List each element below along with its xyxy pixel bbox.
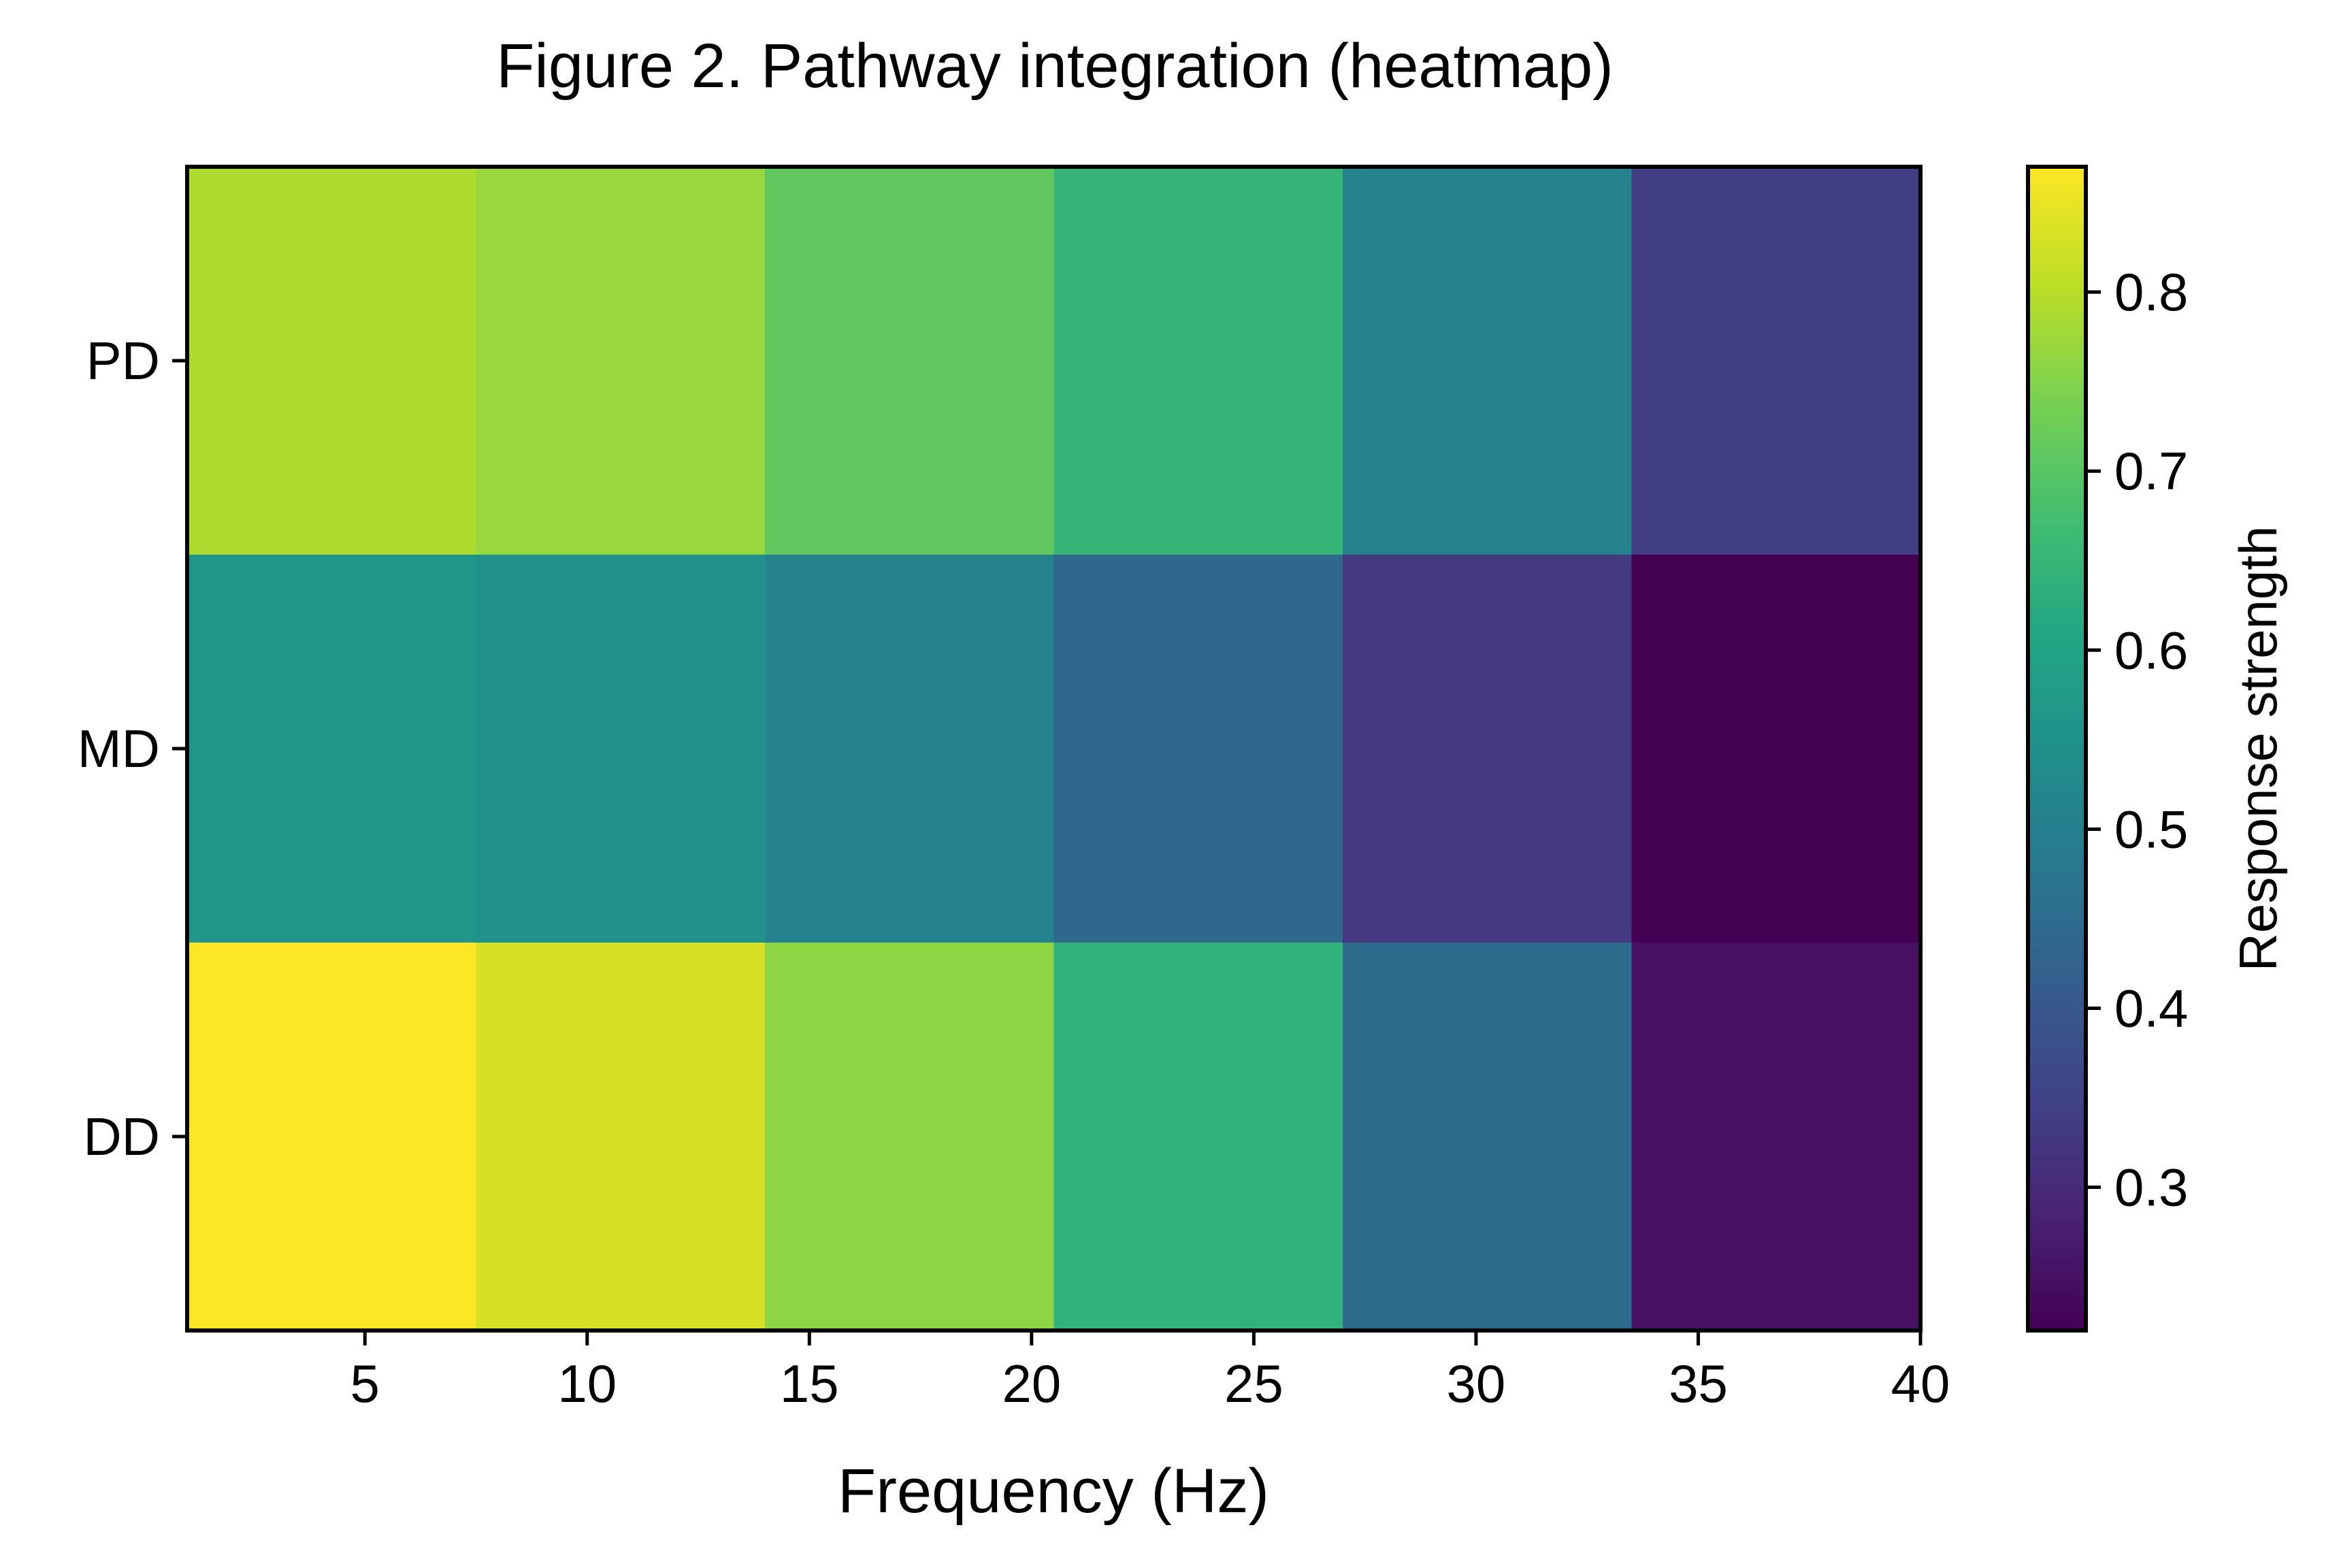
heatmap-cell [1631,943,1921,1331]
plot-frame [185,165,1923,1333]
heatmap-cell [1631,167,1921,555]
y-tick-label: MD [78,719,160,779]
heatmap-cell [1343,555,1633,943]
heatmap-cell [476,943,766,1331]
colorbar-tick-label: 0.8 [2114,262,2188,322]
colorbar-tick-label: 0.7 [2114,441,2188,501]
heatmap-cell [187,943,477,1331]
y-axis: PD MD DD [78,331,187,1166]
x-tick-label: 20 [1002,1354,1061,1414]
colorbar-tick-label: 0.5 [2114,799,2188,859]
heatmap-cell [1053,167,1343,555]
x-axis: 5 10 15 20 25 30 35 40 [350,1330,1950,1414]
x-tick-label: 15 [780,1354,839,1414]
heatmap-cell [1343,943,1633,1331]
colorbar-label: Response strength [2228,526,2288,972]
x-tick-label: 5 [350,1354,380,1414]
x-tick-label: 25 [1224,1354,1283,1414]
heatmap-cell [765,167,1055,555]
heatmap-cell [1343,167,1633,555]
heatmap-cell [476,555,766,943]
x-axis-label: Frequency (Hz) [838,1456,1269,1526]
colorbar-frame [2026,165,2088,1333]
chart-title: Figure 2. Pathway integration (heatmap) [496,31,1614,101]
heatmap-cells [187,167,1921,1331]
heatmap-cell [187,167,477,555]
heatmap-cell [765,555,1055,943]
y-tick-label: PD [86,331,160,391]
colorbar-tick-label: 0.6 [2114,620,2188,680]
heatmap-cell [765,943,1055,1331]
x-tick-label: 10 [557,1354,617,1414]
heatmap-cell [1631,555,1921,943]
y-tick-label: DD [83,1107,160,1166]
colorbar: 0.3 0.4 0.5 0.6 0.7 0.8 [2026,165,2188,1333]
x-tick-label: 30 [1447,1354,1506,1414]
colorbar-gradient [2028,167,2086,1330]
x-tick-label: 40 [1891,1354,1950,1414]
x-tick-label: 35 [1669,1354,1728,1414]
heatmap-cell [187,555,477,943]
heatmap-cell [476,167,766,555]
heatmap-cell [1053,943,1343,1331]
colorbar-tick-label: 0.4 [2114,978,2188,1038]
heatmap-cell [1053,555,1343,943]
colorbar-tick-label: 0.3 [2114,1158,2188,1218]
